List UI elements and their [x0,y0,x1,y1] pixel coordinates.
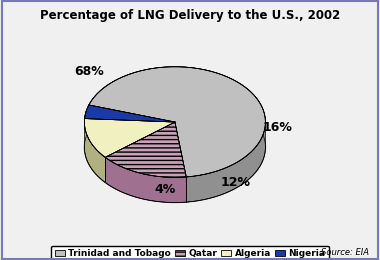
Polygon shape [85,105,175,122]
Polygon shape [186,123,265,202]
Polygon shape [84,119,175,157]
Text: Source: EIA: Source: EIA [321,248,369,257]
Polygon shape [84,123,105,183]
Polygon shape [89,67,265,177]
Text: 12%: 12% [220,176,250,189]
Text: 16%: 16% [263,121,293,134]
Text: 4%: 4% [154,183,176,196]
Legend: Trinidad and Tobago, Qatar, Algeria, Nigeria: Trinidad and Tobago, Qatar, Algeria, Nig… [51,245,329,260]
Text: Percentage of LNG Delivery to the U.S., 2002: Percentage of LNG Delivery to the U.S., … [40,9,340,22]
Polygon shape [85,105,175,122]
Text: 68%: 68% [74,65,105,78]
Ellipse shape [84,92,265,203]
Polygon shape [105,157,186,203]
Polygon shape [84,119,175,157]
Polygon shape [89,67,265,177]
Polygon shape [105,122,186,177]
Polygon shape [105,122,186,177]
